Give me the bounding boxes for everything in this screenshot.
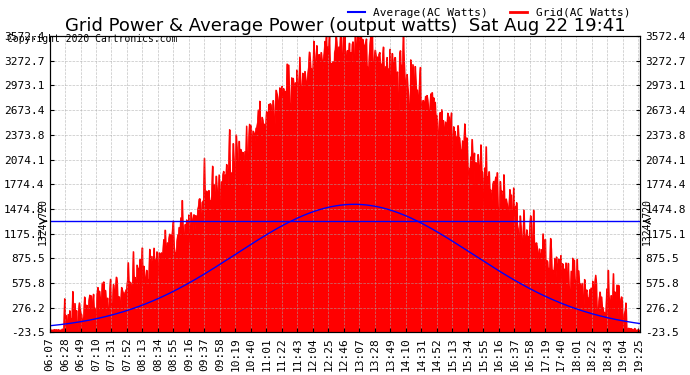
Text: 1324.720: 1324.720 xyxy=(642,198,652,245)
Legend: Average(AC Watts), Grid(AC Watts): Average(AC Watts), Grid(AC Watts) xyxy=(344,3,635,22)
Text: Copyright 2020 Cartronics.com: Copyright 2020 Cartronics.com xyxy=(7,34,177,44)
Title: Grid Power & Average Power (output watts)  Sat Aug 22 19:41: Grid Power & Average Power (output watts… xyxy=(65,16,625,34)
Text: 1324.720: 1324.720 xyxy=(38,198,48,245)
